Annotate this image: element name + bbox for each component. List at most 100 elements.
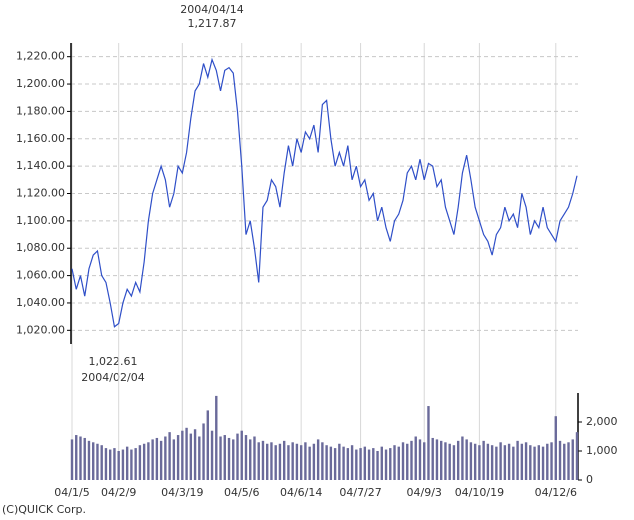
x-tick-label: 04/9/3 [407,486,442,499]
volume-bar [537,445,541,480]
volume-bar [172,439,176,480]
volume-bar [79,436,82,480]
x-tick-label: 04/5/6 [224,486,259,499]
y2-tick-label: 1,000 [586,444,618,457]
x-tick-label: 04/3/19 [161,486,203,499]
volume-bar [452,445,456,480]
volume-bar [282,440,286,480]
volume-bar [431,437,434,480]
x-tick-label: 04/10/19 [455,486,504,499]
y2-tick-label: 2,000 [586,415,618,428]
y-tick-label: 1,060.00 [16,269,65,282]
x-tick-label: 04/12/6 [535,486,577,499]
volume-bar [440,440,443,480]
volume-bar [151,439,154,480]
volume-bar [232,439,235,480]
volume-bar [338,443,341,480]
volume-bar [202,423,205,480]
volume-bar [567,442,570,480]
volume-bar [499,442,502,480]
volume-bar [558,440,562,480]
volume-bar [571,439,574,480]
x-tick-label: 04/6/14 [280,486,322,499]
volume-bar [516,440,519,480]
x-tick-label: 04/2/9 [101,486,136,499]
volume-bar [563,443,566,480]
volume-bar [550,442,553,480]
volume-bar [350,445,354,480]
volume-bar [367,449,371,480]
volume-bar [261,440,265,480]
volume-bar [295,443,299,480]
volume-bar [490,445,494,480]
volume-bar [333,448,337,480]
volume-bar [125,446,129,480]
y-tick-label: 1,120.00 [16,187,65,200]
volume-bar [380,446,383,480]
volume-bar [389,448,392,480]
volume-bar [321,442,324,480]
volume-bar [198,436,201,480]
volume-bar [435,439,439,480]
volume-bar [185,427,188,480]
volume-bar [533,446,536,480]
volume-bar [456,440,460,480]
volume-bar [359,448,362,480]
volume-bar [363,446,367,480]
volume-bar [520,443,524,480]
volume-bar [92,442,95,480]
volume-bar [410,440,413,480]
volume-bar [444,442,447,480]
volume-bar [270,442,273,480]
volume-bar [108,449,112,480]
volume-bar [406,443,409,480]
volume-bar [104,448,108,480]
volume-bar [257,442,260,480]
y-tick-label: 1,040.00 [16,296,65,309]
volume-bar [423,442,426,480]
volume-bar [384,449,388,480]
volume-bar [575,432,579,480]
volume-bar [325,445,328,480]
volume-bar [495,446,498,480]
volume-bar [299,445,303,480]
volume-bar [329,446,333,480]
y-tick-label: 1,160.00 [16,132,65,145]
volume-bar [304,442,307,480]
volume-bar [308,446,311,480]
volume-bar [278,443,282,480]
volume-bar [393,445,396,480]
volume-bar [193,429,197,480]
volume-bar [287,445,290,480]
volume-bar [266,443,269,480]
volume-bar [397,446,400,480]
volume-bar [223,435,226,480]
volume-bar [554,416,557,480]
volume-bar [465,439,468,480]
volume-bar [291,442,294,480]
volume-bar [159,440,163,480]
volume-bar [134,448,137,480]
volume-bar [503,445,507,480]
max-date: 2004/04/14 [180,3,243,16]
volume-bar [155,437,159,480]
volume-bar [70,439,74,480]
y-tick-label: 1,140.00 [16,159,65,172]
y-tick-label: 1,020.00 [16,323,65,336]
volume-bar [240,430,243,480]
volume-bar [482,440,485,480]
min-date: 2004/02/04 [81,371,144,384]
volume-bar [414,436,417,480]
volume-bar [529,445,532,480]
y-tick-label: 1,220.00 [16,50,65,63]
y-tick-label: 1,080.00 [16,241,65,254]
y-tick-label: 1,100.00 [16,214,65,227]
volume-bar [138,445,142,480]
volume-bar [219,436,222,480]
volume-bar [376,451,379,480]
volume-bar [546,443,549,480]
volume-bar [448,443,451,480]
volume-bar [96,443,99,480]
volume-bar [210,430,214,480]
